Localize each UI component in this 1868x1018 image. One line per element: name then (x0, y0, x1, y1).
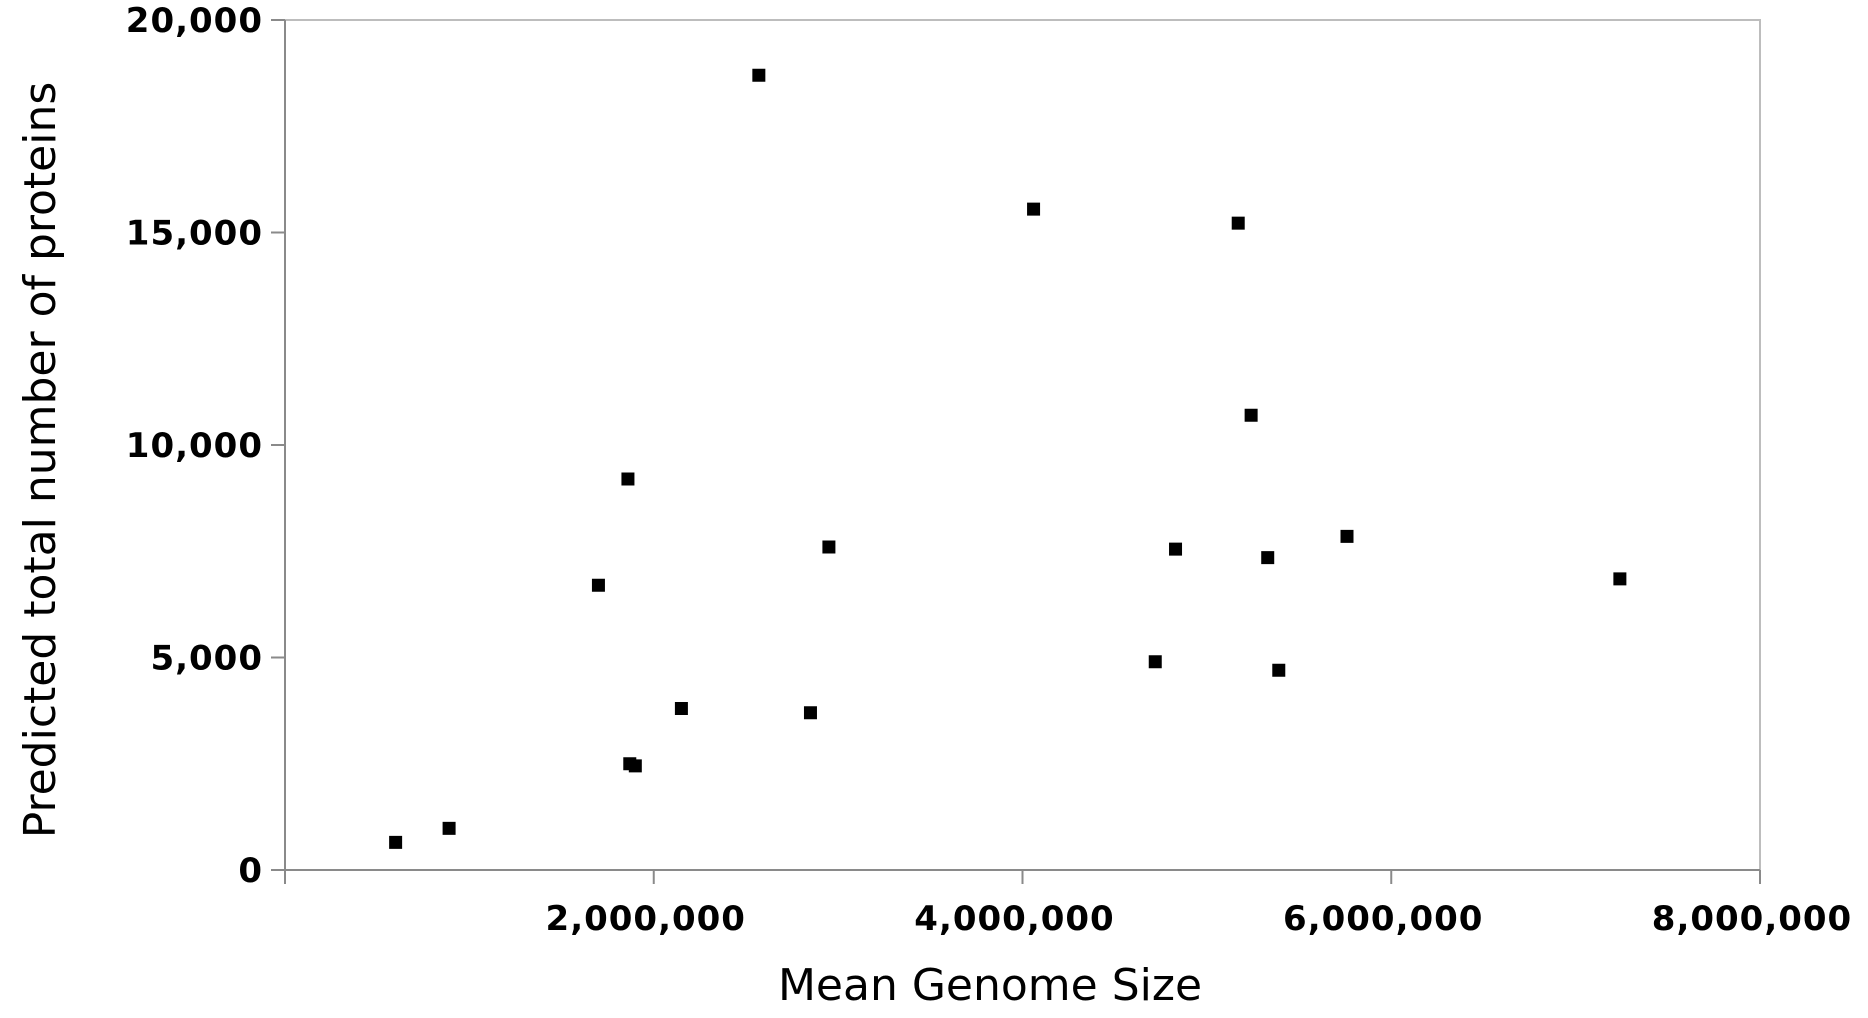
plot-area (284, 19, 1761, 871)
x-tick-label: 4,000,000 (914, 899, 1114, 939)
y-tick-label: 5,000 (150, 639, 263, 679)
data-point (674, 702, 688, 715)
data-point (628, 759, 642, 773)
x-tick-label: 2,000,000 (546, 899, 746, 939)
data-point (752, 68, 766, 82)
y-tick-label: 15,000 (126, 214, 263, 254)
data-point (1261, 551, 1275, 565)
y-tick-label: 0 (238, 851, 263, 891)
y-tick-label: 20,000 (126, 1, 263, 41)
y-tick-label: 10,000 (126, 426, 263, 466)
x-axis-ticks: 2,000,000 4,000,000 6,000,000 8,000,000 (284, 870, 1852, 939)
y-axis-title: Predicted total number of proteins (15, 82, 66, 839)
x-tick-label: 8,000,000 (1652, 899, 1852, 939)
data-point (1169, 542, 1183, 556)
data-point (621, 472, 635, 486)
data-point (442, 821, 456, 835)
x-axis-title: Mean Genome Size (778, 960, 1202, 1011)
x-tick-label: 6,000,000 (1283, 899, 1483, 939)
data-points (389, 68, 1627, 849)
data-point (1340, 529, 1354, 543)
data-point (803, 706, 817, 720)
data-point (1613, 572, 1627, 586)
data-point (1244, 408, 1258, 422)
data-point (389, 835, 403, 849)
data-point (1272, 663, 1286, 677)
data-point (822, 540, 836, 554)
data-point (591, 578, 605, 592)
y-axis-ticks: 0 5,000 10,000 15,000 20,000 (126, 1, 285, 891)
data-point (1148, 655, 1162, 669)
data-point (1231, 216, 1245, 230)
data-point (1027, 202, 1041, 216)
